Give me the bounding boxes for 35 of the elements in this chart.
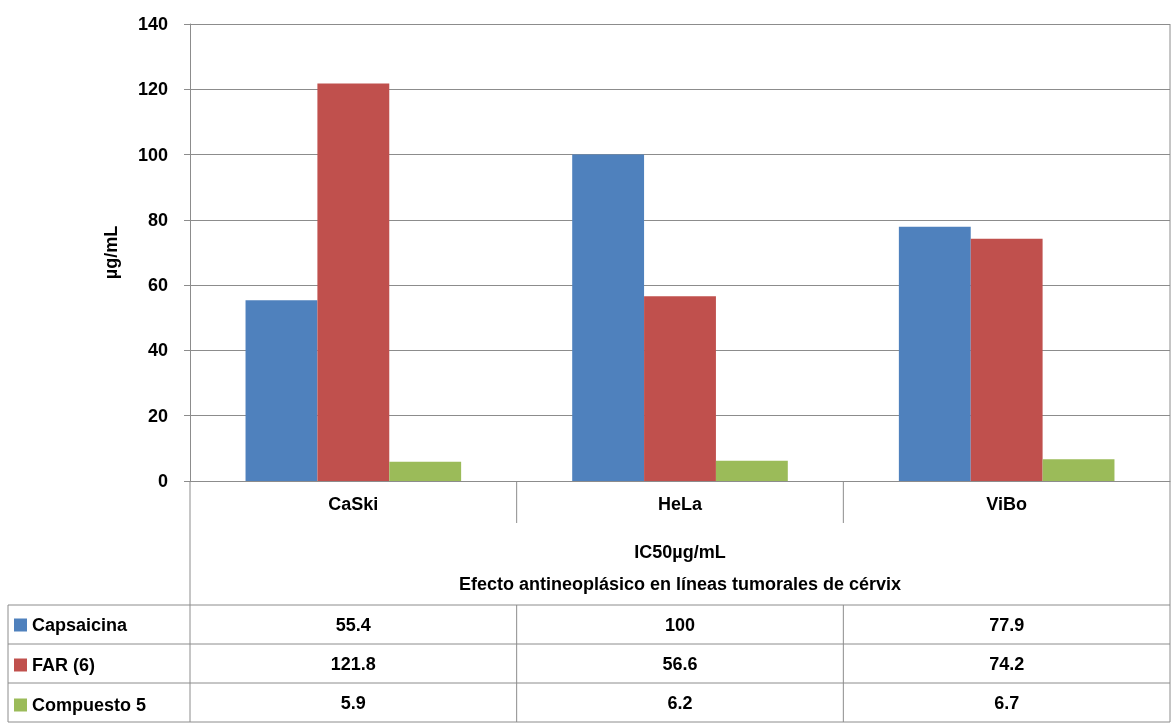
text: Efecto antineoplásico en líneas tumorales de cérvix [458, 574, 902, 594]
bar [970, 238, 1043, 481]
y-tick-label: 80 [147, 209, 168, 230]
bar [644, 296, 716, 481]
y-tick-label: 100 [137, 144, 168, 165]
bar [898, 226, 971, 481]
x-tick-label: HeLa [657, 494, 703, 514]
y-axis-title: µg/mL [101, 225, 121, 280]
legend-label: Capsaicina [32, 615, 129, 635]
legend-label: FAR (6) [32, 655, 96, 675]
bar [1042, 459, 1115, 481]
x-axis-title: IC50µg/mL [634, 542, 726, 562]
y-tick-label: 20 [147, 405, 168, 426]
x-tick-label: CaSki [328, 494, 379, 514]
y-tick-label: 140 [137, 14, 168, 34]
data-label: 121.8 [330, 653, 376, 674]
bar [317, 83, 390, 481]
bar [572, 154, 645, 481]
bar [245, 300, 318, 481]
data-label: 100 [664, 614, 696, 635]
y-tick-label: 40 [147, 340, 168, 361]
data-label: 6.2 [667, 692, 693, 713]
legend-label: Compuesto 5 [32, 695, 147, 715]
bar [389, 461, 462, 481]
x-tick-label: ViBo [986, 494, 1028, 514]
data-label: 74.2 [989, 653, 1025, 674]
data-label: 6.7 [994, 692, 1020, 713]
y-tick-label: 120 [137, 79, 168, 100]
data-label: 56.6 [662, 653, 698, 674]
data-label: 55.4 [335, 614, 371, 635]
y-tick-label: 60 [147, 275, 168, 296]
data-label: 5.9 [340, 692, 366, 713]
data-label: 77.9 [989, 614, 1025, 635]
y-tick-label: 0 [157, 471, 168, 491]
bar [715, 460, 788, 481]
